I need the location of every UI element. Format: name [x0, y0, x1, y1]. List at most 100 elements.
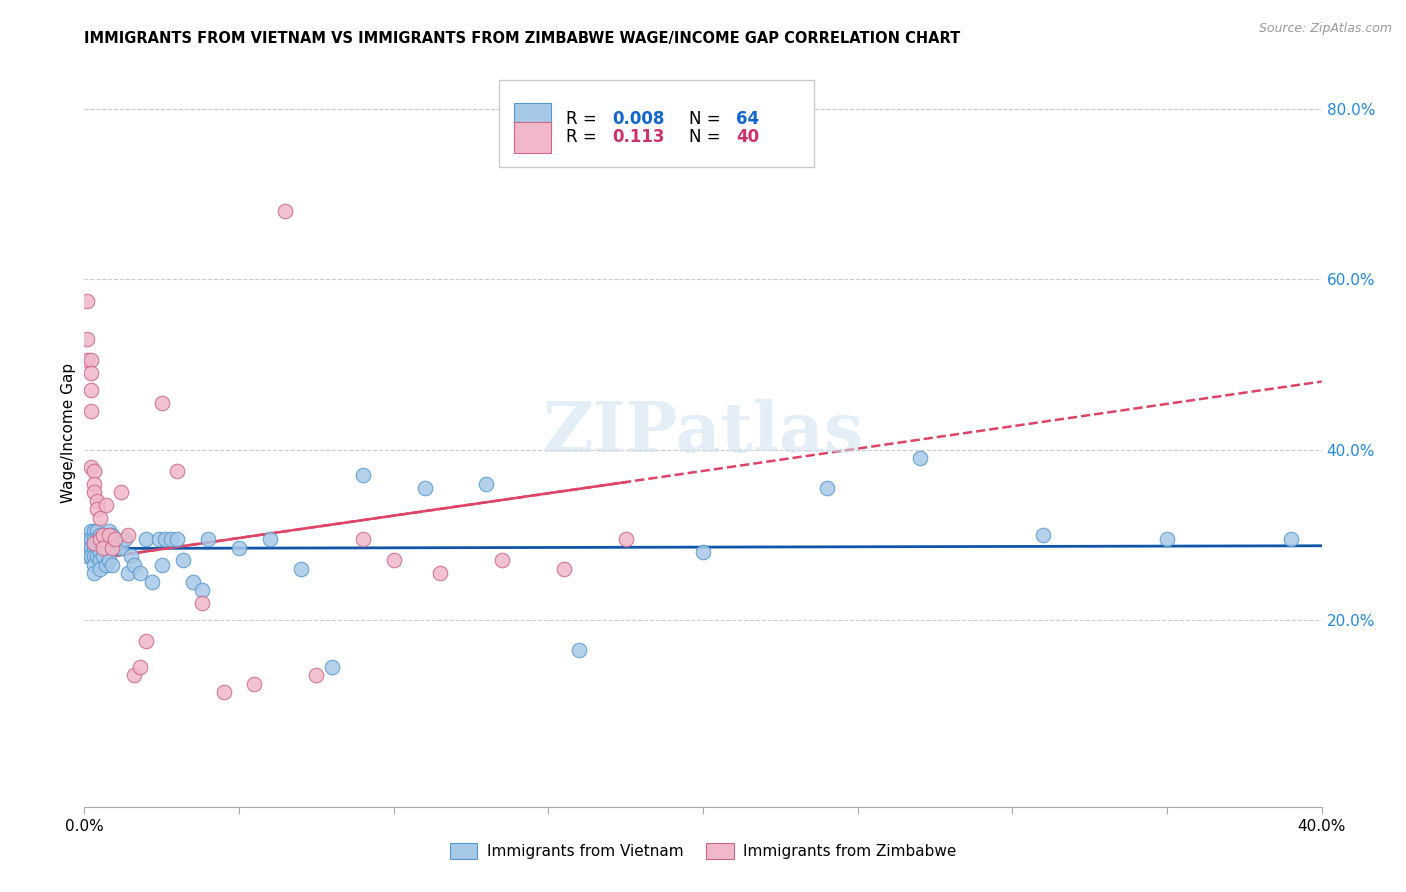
Text: 0.113: 0.113: [613, 128, 665, 146]
Point: [815, 481, 838, 495]
Point: [614, 532, 637, 546]
Text: 64: 64: [737, 110, 759, 128]
Point: [160, 532, 183, 546]
Point: [475, 476, 498, 491]
Point: [83, 549, 105, 563]
Point: [150, 396, 173, 410]
Point: [91, 532, 114, 546]
Point: [89, 545, 111, 559]
Text: IMMIGRANTS FROM VIETNAM VS IMMIGRANTS FROM ZIMBABWE WAGE/INCOME GAP CORRELATION : IMMIGRANTS FROM VIETNAM VS IMMIGRANTS FR…: [84, 31, 960, 46]
Point: [89, 532, 111, 546]
Point: [413, 481, 436, 495]
Point: [98, 553, 121, 567]
Point: [259, 532, 281, 546]
Point: [76, 353, 98, 368]
Point: [76, 541, 98, 555]
Point: [86, 502, 108, 516]
Point: [83, 476, 105, 491]
Point: [352, 532, 374, 546]
Point: [197, 532, 219, 546]
Point: [89, 536, 111, 550]
Point: [191, 596, 214, 610]
Point: [101, 528, 124, 542]
Point: [79, 541, 101, 555]
Point: [94, 498, 117, 512]
Point: [91, 541, 114, 555]
Bar: [513, 103, 551, 135]
Point: [135, 532, 157, 546]
Text: ZIPatlas: ZIPatlas: [543, 399, 863, 467]
Point: [107, 536, 129, 550]
Point: [83, 464, 105, 478]
Point: [79, 524, 101, 538]
Point: [86, 493, 108, 508]
Point: [83, 485, 105, 500]
Point: [117, 528, 139, 542]
Text: 40: 40: [737, 128, 759, 146]
Point: [86, 532, 108, 546]
Point: [83, 532, 105, 546]
Point: [98, 528, 121, 542]
Text: 0.008: 0.008: [613, 110, 665, 128]
Point: [94, 541, 117, 555]
Point: [79, 532, 101, 546]
Point: [1279, 532, 1302, 546]
Point: [89, 510, 111, 524]
Point: [104, 532, 127, 546]
Point: [110, 541, 132, 555]
Point: [692, 545, 714, 559]
Point: [98, 524, 121, 538]
Point: [141, 574, 163, 589]
Point: [83, 536, 105, 550]
Point: [89, 553, 111, 567]
Point: [83, 541, 105, 555]
Text: N =: N =: [689, 110, 727, 128]
Point: [104, 541, 127, 555]
Point: [553, 562, 575, 576]
Point: [94, 532, 117, 546]
Point: [89, 528, 111, 542]
Text: N =: N =: [689, 128, 727, 146]
Point: [79, 549, 101, 563]
Point: [172, 553, 194, 567]
Point: [568, 642, 591, 657]
Point: [122, 668, 145, 682]
Point: [429, 566, 451, 581]
Point: [352, 468, 374, 483]
Legend: Immigrants from Vietnam, Immigrants from Zimbabwe: Immigrants from Vietnam, Immigrants from…: [444, 838, 962, 865]
Point: [148, 532, 170, 546]
Point: [101, 541, 124, 555]
Point: [908, 451, 931, 466]
Point: [79, 366, 101, 380]
Point: [129, 566, 152, 581]
Point: [1156, 532, 1178, 546]
Point: [83, 524, 105, 538]
Bar: [513, 121, 551, 153]
Point: [101, 558, 124, 572]
Point: [79, 404, 101, 418]
Point: [91, 549, 114, 563]
FancyBboxPatch shape: [499, 80, 814, 167]
Point: [76, 532, 98, 546]
Point: [83, 566, 105, 581]
Text: R =: R =: [565, 110, 602, 128]
Point: [166, 464, 188, 478]
Point: [181, 574, 204, 589]
Point: [191, 583, 214, 598]
Point: [83, 558, 105, 572]
Point: [321, 660, 343, 674]
Point: [153, 532, 176, 546]
Text: Source: ZipAtlas.com: Source: ZipAtlas.com: [1258, 22, 1392, 36]
Point: [79, 459, 101, 474]
Point: [274, 204, 297, 219]
Point: [76, 549, 98, 563]
Point: [110, 485, 132, 500]
Point: [135, 634, 157, 648]
Point: [114, 532, 136, 546]
Text: R =: R =: [565, 128, 607, 146]
Point: [76, 332, 98, 346]
Point: [382, 553, 405, 567]
Point: [1032, 528, 1054, 542]
Point: [120, 549, 142, 563]
Point: [129, 660, 152, 674]
